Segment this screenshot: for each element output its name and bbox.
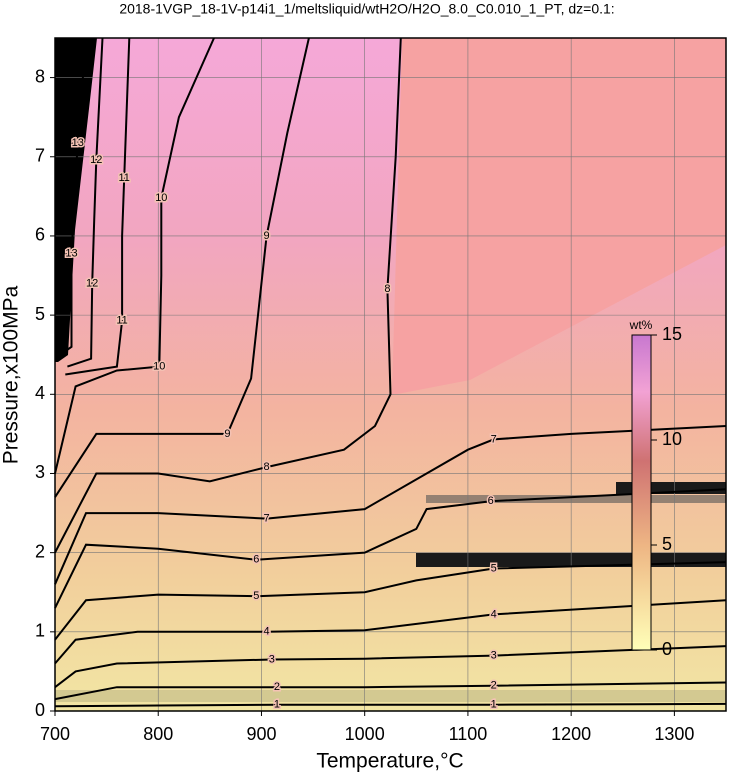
y-tick-label: 7 (35, 146, 45, 166)
colorbar-tick-label: 0 (662, 639, 672, 659)
y-tick-label: 5 (35, 304, 45, 324)
contour-line (54, 37, 310, 498)
x-tick-label: 1100 (449, 724, 488, 744)
contour-label: 6 (253, 554, 259, 566)
contour-label: 5 (253, 590, 259, 602)
dense-region (55, 38, 97, 362)
colorbar-tick-label: 15 (662, 324, 682, 344)
y-tick-label: 6 (35, 225, 45, 245)
dense-band (426, 495, 726, 503)
contour-line (54, 37, 215, 474)
contour-label: 12 (90, 154, 102, 166)
contour-line (65, 37, 131, 376)
contour-label: 4 (264, 626, 270, 638)
contour-label: 8 (384, 283, 390, 295)
y-tick-label: 8 (35, 66, 45, 86)
colorbar-tick-label: 10 (662, 429, 682, 449)
colorbar-tick-label: 5 (662, 534, 672, 554)
contour-line (54, 561, 727, 641)
y-tick-label: 1 (35, 621, 45, 641)
contour-label: 3 (269, 653, 275, 665)
contour-label: 1 (274, 699, 280, 711)
dense-band (55, 690, 726, 702)
contour-label: 7 (491, 433, 497, 445)
x-axis-label: Temperature,°C (316, 750, 463, 773)
x-tick-label: 800 (143, 724, 173, 744)
contour-label: 4 (491, 608, 497, 620)
contour-line (54, 645, 727, 688)
contour-label: 6 (488, 495, 494, 507)
contour-label: 13 (72, 137, 84, 149)
contour-line (67, 37, 104, 368)
contour-label: 11 (118, 172, 129, 184)
contour-label: 3 (491, 649, 497, 661)
contour-line (54, 37, 402, 554)
x-tick-label: 1300 (654, 724, 694, 744)
colorbar-label: wt% (629, 318, 653, 332)
contour-label: 7 (264, 513, 270, 525)
colorbar: wt% 0 5 10 15 (629, 318, 682, 659)
contour-line (54, 425, 727, 585)
plot-frame (54, 37, 727, 712)
contour-label: 1 (491, 699, 497, 711)
contour-label: 9 (264, 230, 270, 242)
chart-title: 2018-1VGP_18-1V-p14i1_1/meltsliquid/wtH2… (119, 1, 614, 17)
x-tick-label: 900 (246, 724, 276, 744)
contour-label: 9 (224, 428, 230, 440)
y-tick-label: 0 (35, 700, 45, 720)
x-tick-label: 1000 (345, 724, 385, 744)
contour-label: 11 (116, 315, 127, 327)
y-tick-label: 4 (35, 383, 45, 403)
upper-region (392, 38, 726, 395)
contour-line (59, 37, 87, 356)
contour-line (54, 488, 727, 609)
contour-label: 5 (491, 562, 497, 574)
contour-label: 13 (65, 247, 77, 259)
contour-line (54, 599, 727, 665)
contour-line (54, 681, 727, 701)
contour-line (54, 702, 727, 708)
x-tick-label: 700 (40, 724, 70, 744)
contour-label: 10 (153, 360, 165, 372)
contour-label: 8 (264, 461, 270, 473)
contour-label: 2 (274, 681, 280, 693)
contour-label: 12 (86, 277, 98, 289)
contour-label: 2 (491, 680, 497, 692)
y-tick-label: 2 (35, 541, 45, 561)
y-axis-label: Pressure,x100MPa (0, 285, 23, 464)
y-tick-label: 3 (35, 462, 45, 482)
x-tick-label: 1200 (551, 724, 591, 744)
colorbar-scale (631, 334, 652, 651)
contour-label: 10 (155, 192, 167, 204)
